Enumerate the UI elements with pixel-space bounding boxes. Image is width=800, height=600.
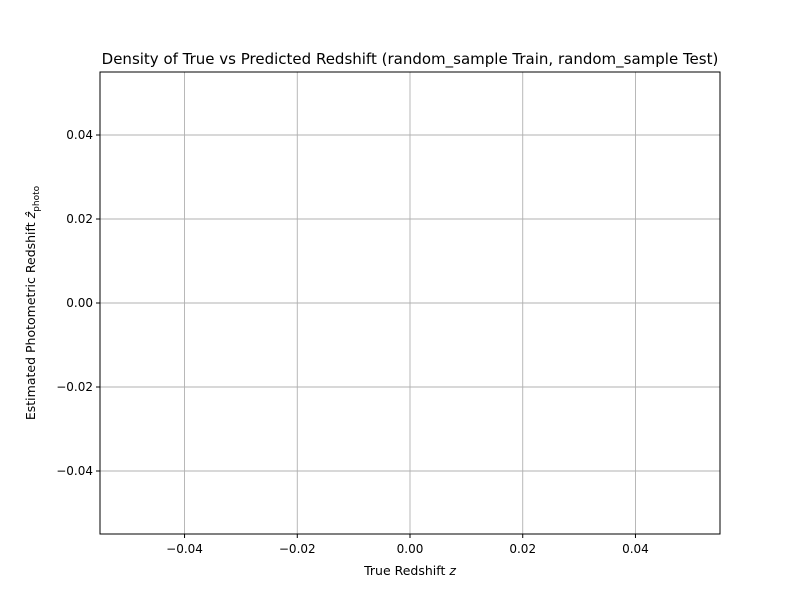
tick-layer: −0.04 −0.02 0.00 0.02 0.04 −0.04 −0.02 0.00 0.02… [56, 128, 649, 556]
grid-layer [100, 72, 720, 534]
y-tick-label: −0.04 [56, 464, 93, 478]
x-tick-label: 0.04 [622, 542, 649, 556]
x-axis-label-symbol: z [448, 563, 456, 578]
y-axis-label-text: Estimated Photometric Redshift [23, 218, 38, 420]
y-axis-label-subscript: photo [32, 185, 42, 211]
y-tick-label: 0.02 [66, 212, 93, 226]
plot-frame [99, 71, 721, 535]
y-tick-label: 0.00 [66, 296, 93, 310]
y-axis-label: Estimated Photometric Redshift ẑphoto [23, 185, 42, 420]
x-tick-label: −0.04 [166, 542, 203, 556]
x-tick-label: 0.00 [397, 542, 424, 556]
x-tick-label: −0.02 [279, 542, 316, 556]
y-tick-label: 0.04 [66, 128, 93, 142]
x-axis-label: True Redshift z [363, 563, 456, 578]
x-axis-label-text: True Redshift [363, 563, 449, 578]
y-tick-label: −0.02 [56, 380, 93, 394]
x-tick-label: 0.02 [509, 542, 536, 556]
chart-title: Density of True vs Predicted Redshift (r… [102, 50, 719, 69]
y-axis-label-symbol: ẑ [23, 211, 38, 219]
